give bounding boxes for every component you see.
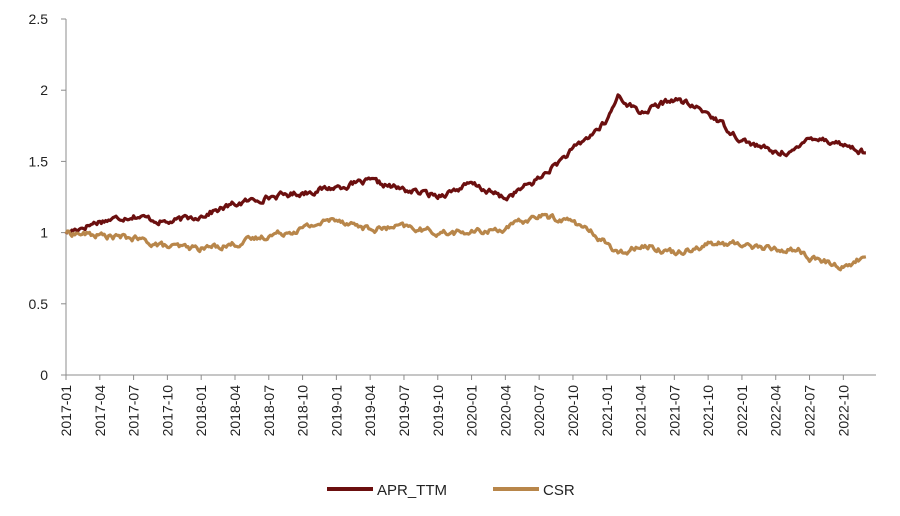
x-tick-label: 2019-01	[328, 385, 344, 437]
legend-label: CSR	[543, 482, 575, 499]
x-tick-label: 2019-10	[430, 385, 446, 437]
y-tick-label: 1	[40, 225, 48, 241]
legend-label: APR_TTM	[377, 482, 447, 499]
series-line-csr	[64, 212, 867, 272]
x-tick-label: 2017-01	[58, 385, 74, 437]
y-axis: 0 0.5 1 1.5 2 2.5	[29, 11, 67, 383]
x-tick-label: 2020-04	[497, 385, 513, 437]
x-tick-label: 2022-07	[802, 385, 818, 437]
y-tick-label: 0.5	[29, 296, 49, 312]
y-tick-label: 1.5	[29, 153, 49, 169]
x-tick-label: 2018-10	[295, 385, 311, 437]
x-tick-label: 2021-01	[599, 385, 615, 437]
x-tick-label: 2021-10	[700, 385, 716, 437]
x-tick-label: 2019-07	[396, 385, 412, 437]
y-tick-label: 2.5	[29, 11, 49, 27]
x-tick-label: 2018-01	[193, 385, 209, 437]
x-tick-label: 2019-04	[362, 385, 378, 437]
x-tick-label: 2022-04	[768, 385, 784, 437]
series-line-apr-ttm	[64, 93, 866, 235]
x-tick-label: 2021-04	[633, 385, 649, 437]
x-tick-label: 2022-01	[734, 385, 750, 437]
x-tick-label: 2017-04	[92, 385, 108, 437]
y-tick-label: 2	[40, 82, 48, 98]
x-axis: 2017-01 2017-04 2017-07 2017-10 2018-01 2018-…	[58, 374, 876, 437]
x-tick-label: 2017-10	[159, 385, 175, 437]
x-tick-label: 2017-07	[126, 385, 142, 437]
x-tick-label: 2020-07	[531, 385, 547, 437]
x-tick-label: 2018-04	[227, 385, 243, 437]
x-tick-label: 2020-10	[565, 385, 581, 437]
x-tick-label: 2022-10	[835, 385, 851, 437]
y-tick-label: 0	[40, 367, 48, 383]
x-tick-label: 2018-07	[261, 385, 277, 437]
x-tick-label: 2020-01	[464, 385, 480, 437]
x-tick-label: 2021-07	[666, 385, 682, 437]
legend: APR_TTM CSR	[327, 482, 575, 499]
series-lines	[64, 93, 867, 272]
